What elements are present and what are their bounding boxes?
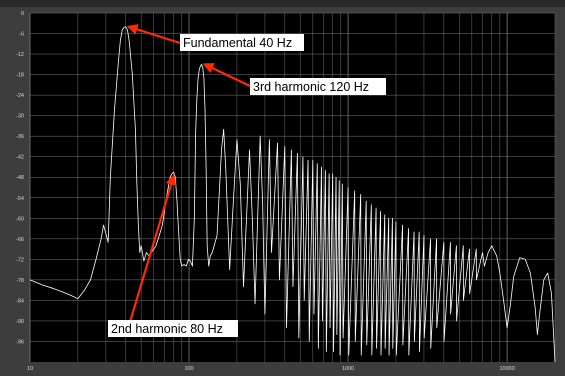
y-tick-label: 0: [21, 11, 24, 17]
tick-labels: 0 -6 -12 -18 -24 -30 -36 -42 -48 -54 -60 -66 -72 -78 -…: [16, 11, 515, 372]
x-tick-label: 10: [27, 366, 33, 372]
annotations: Fundamental 40 Hz 3rd harmonic 120 Hz 2nd …: [108, 24, 386, 337]
y-tick-label: -24: [16, 93, 24, 99]
y-tick-label: -72: [16, 257, 24, 263]
y-tick-label: -12: [16, 52, 24, 58]
y-tick-label: -6: [19, 32, 24, 38]
y-tick-label: -36: [16, 134, 24, 140]
y-tick-label: -30: [16, 114, 24, 120]
y-tick-label: -84: [16, 298, 24, 304]
annotation-arrow: [126, 24, 181, 45]
annotation-arrow: [202, 63, 251, 87]
x-tick-label: 100: [184, 366, 193, 372]
annotation-label: 2nd harmonic 80 Hz: [111, 322, 223, 336]
y-tick-label: -90: [16, 319, 24, 325]
annotation-arrow: [128, 173, 177, 323]
y-tick-label: -60: [16, 216, 24, 222]
window-top-bar: [0, 0, 565, 7]
y-tick-label: -18: [16, 73, 24, 79]
y-tick-label: -42: [16, 155, 24, 161]
annotation-box: [180, 34, 304, 51]
x-tick-label: 10000: [499, 366, 514, 372]
y-tick-label: -66: [16, 237, 24, 243]
annotation-label: Fundamental 40 Hz: [183, 36, 292, 50]
y-tick-label: -54: [16, 196, 24, 202]
x-tick-label: 1000: [342, 366, 354, 372]
y-tick-label: -78: [16, 278, 24, 284]
plot-area: [30, 13, 555, 362]
annotation-box: [250, 78, 386, 95]
y-tick-label: -96: [16, 339, 24, 345]
annotation-label: 3rd harmonic 120 Hz: [253, 80, 369, 94]
annotation-box: [108, 320, 238, 337]
y-tick-label: -48: [16, 175, 24, 181]
